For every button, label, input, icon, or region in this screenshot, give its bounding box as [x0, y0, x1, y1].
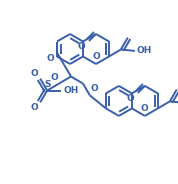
Text: O: O [46, 54, 54, 63]
Text: S: S [44, 79, 50, 89]
Text: O: O [92, 52, 100, 61]
Text: O: O [126, 94, 134, 103]
Text: O: O [50, 72, 58, 82]
Text: O: O [91, 84, 99, 93]
Text: OH: OH [137, 46, 152, 55]
Text: O: O [141, 104, 149, 113]
Text: O: O [30, 69, 38, 78]
Text: O: O [77, 42, 85, 51]
Text: OH: OH [63, 86, 78, 95]
Text: O: O [30, 103, 38, 112]
